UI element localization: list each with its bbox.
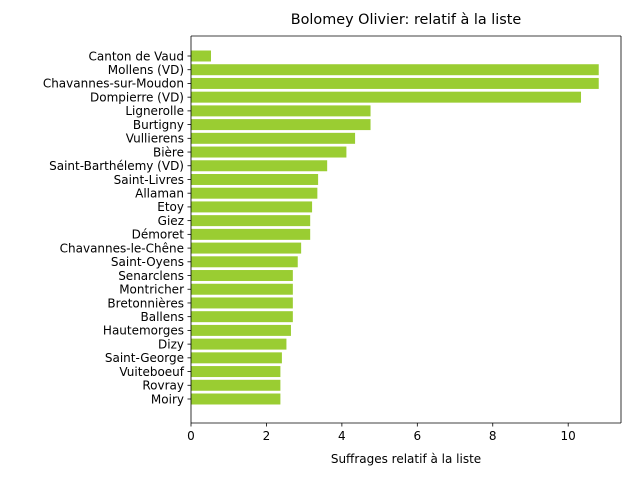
x-tick-label: 4 xyxy=(338,429,346,443)
bar xyxy=(191,228,311,240)
bar xyxy=(191,105,371,117)
y-tick-label: Saint-Livres xyxy=(114,173,184,187)
y-tick-label: Burtigny xyxy=(133,118,184,132)
bar xyxy=(191,324,291,336)
y-tick-label: Démoret xyxy=(132,228,185,242)
y-tick-label: Chavannes-le-Chêne xyxy=(60,241,184,255)
bar xyxy=(191,311,293,323)
y-tick-label: Mollens (VD) xyxy=(108,63,184,77)
x-tick-label: 8 xyxy=(489,429,497,443)
bar xyxy=(191,283,293,295)
y-tick-label: Saint-Barthélemy (VD) xyxy=(49,159,184,173)
y-tick-label: Bretonnières xyxy=(107,296,184,310)
bar xyxy=(191,215,311,227)
y-tick-label: Lignerolle xyxy=(125,104,184,118)
y-tick-label: Dompierre (VD) xyxy=(90,90,184,104)
y-tick-label: Ballens xyxy=(141,310,185,324)
y-tick-label: Chavannes-sur-Moudon xyxy=(43,77,184,91)
y-tick-label: Etoy xyxy=(157,200,184,214)
bar xyxy=(191,352,282,364)
bar xyxy=(191,119,371,131)
y-tick-label: Hautemorges xyxy=(103,324,184,338)
y-tick-label: Senarclens xyxy=(118,269,184,283)
y-tick-label: Canton de Vaud xyxy=(89,49,184,63)
x-tick-label: 2 xyxy=(263,429,271,443)
x-ticks-group: 0 2 4 6 8 10 xyxy=(187,423,576,443)
bar xyxy=(191,242,302,254)
x-tick-label: 6 xyxy=(413,429,421,443)
x-axis-label: Suffrages relatif à la liste xyxy=(331,452,481,466)
x-tick-label: 0 xyxy=(187,429,195,443)
y-tick-label: Rovray xyxy=(142,379,184,393)
bar xyxy=(191,201,313,213)
y-tick-label: Montricher xyxy=(119,283,184,297)
bar xyxy=(191,187,318,199)
bar xyxy=(191,64,599,76)
y-tick-label: Saint-Oyens xyxy=(111,255,184,269)
y-tick-label: Vullierens xyxy=(126,132,184,146)
bar xyxy=(191,393,281,405)
chart-title: Bolomey Olivier: relatif à la liste xyxy=(291,12,522,28)
bar xyxy=(191,297,293,309)
bar xyxy=(191,173,319,185)
bar xyxy=(191,366,281,378)
y-tick-label: Saint-George xyxy=(105,351,184,365)
bar xyxy=(191,91,582,103)
bar xyxy=(191,256,298,268)
axes-frame xyxy=(190,35,622,424)
y-tick-label: Dizy xyxy=(158,337,184,351)
bars-group xyxy=(191,50,599,405)
bar xyxy=(191,146,347,158)
bar xyxy=(191,338,287,350)
y-tick-label: Allaman xyxy=(135,187,184,201)
bar xyxy=(191,270,293,282)
y-tick-label: Bière xyxy=(153,145,184,159)
bar xyxy=(191,77,599,89)
x-tick-label: 10 xyxy=(561,429,576,443)
bar xyxy=(191,379,281,391)
bar xyxy=(191,132,356,144)
bar xyxy=(191,50,211,62)
y-tick-label: Vuiteboeuf xyxy=(119,365,184,379)
bar xyxy=(191,160,328,172)
y-tick-label: Giez xyxy=(158,214,184,228)
y-tick-label: Moiry xyxy=(151,392,184,406)
